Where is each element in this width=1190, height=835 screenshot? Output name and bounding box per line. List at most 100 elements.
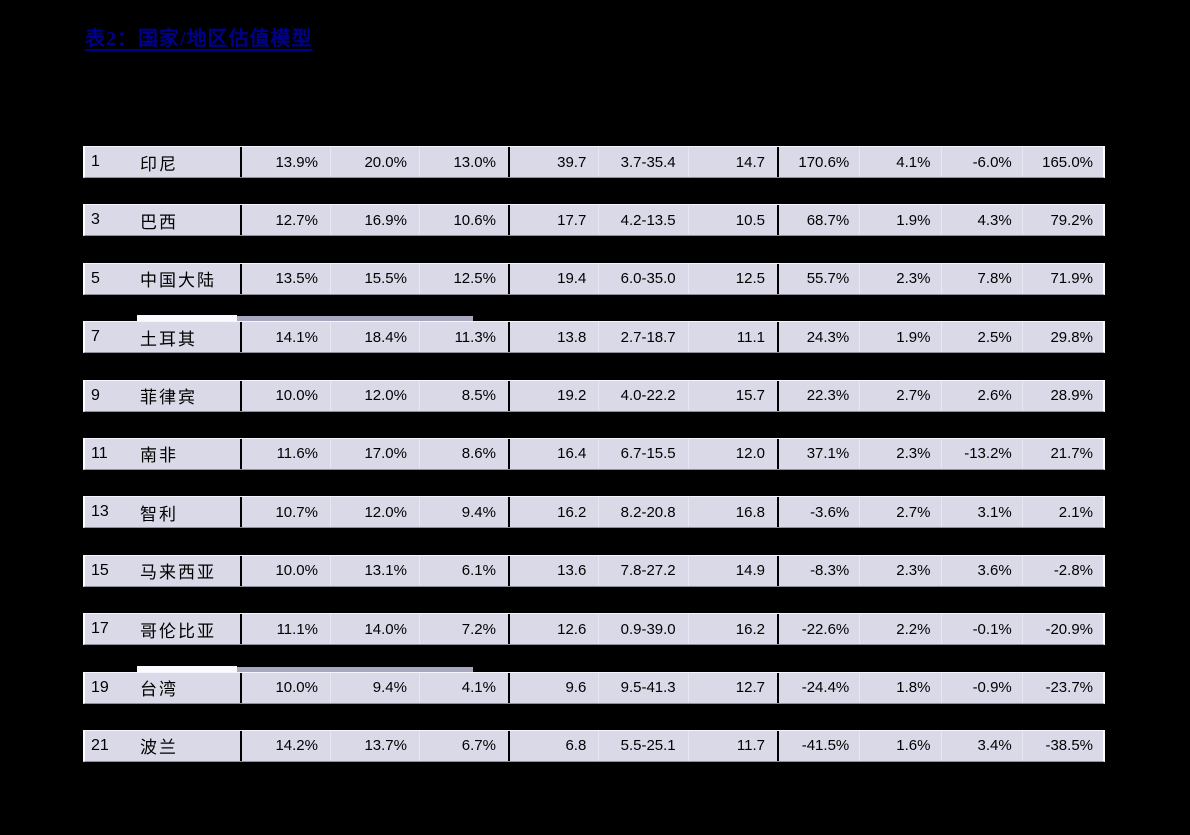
pct-cell: 1.9% bbox=[859, 205, 940, 236]
column-divider bbox=[508, 497, 510, 528]
pe-group: 13.8 2.7-18.7 11.1 bbox=[510, 322, 777, 353]
pct-cell: -3.6% bbox=[810, 503, 850, 521]
growth-pct-group: 14.1% 18.4% 11.3% bbox=[242, 322, 508, 353]
country-name: 土耳其 bbox=[140, 329, 197, 349]
row-number: 21 bbox=[91, 736, 109, 754]
table-row: 3 巴西 12.7% 16.9% 10.6% 17.7 4.2-13.5 10.5 68.7% 1… bbox=[83, 204, 1105, 237]
pe-cell: 6.7-15.5 bbox=[598, 438, 687, 469]
column-divider bbox=[240, 147, 242, 177]
column-divider bbox=[240, 555, 242, 586]
pe-cell: 12.5 bbox=[687, 263, 777, 294]
pct-cell: 71.9% bbox=[1021, 263, 1103, 294]
pct-cell: 2.5% bbox=[940, 322, 1022, 353]
pct-cell: 1.9% bbox=[859, 322, 940, 353]
pe-cell: 0.9-39.0 bbox=[598, 614, 687, 645]
column-divider bbox=[777, 614, 779, 645]
table-row: 21 波兰 14.2% 13.7% 6.7% 6.8 5.5-25.1 11.7 -41.5% 1… bbox=[83, 729, 1105, 762]
country-name: 哥伦比亚 bbox=[140, 621, 216, 641]
pct-cell: -0.1% bbox=[940, 614, 1022, 645]
return-pct-group: -41.5% 1.6% 3.4% -38.5% bbox=[779, 730, 1103, 761]
column-divider bbox=[508, 730, 510, 761]
column-divider bbox=[777, 497, 779, 528]
row-id-group: 7 土耳其 bbox=[85, 322, 240, 352]
pct-cell: 2.6% bbox=[940, 380, 1022, 411]
pct-cell: 2.3% bbox=[859, 555, 940, 586]
column-divider bbox=[777, 438, 779, 469]
pct-cell: 12.0% bbox=[330, 497, 419, 528]
pe-cell: 17.7 bbox=[557, 211, 587, 229]
pct-cell: 6.1% bbox=[419, 555, 508, 586]
return-pct-group: 22.3% 2.7% 2.6% 28.9% bbox=[779, 380, 1103, 411]
pct-cell: 9.4% bbox=[330, 672, 419, 703]
country-name: 波兰 bbox=[140, 738, 178, 758]
row-id-group: 11 南非 bbox=[85, 439, 240, 469]
pct-cell: 3.6% bbox=[940, 555, 1022, 586]
country-name: 马来西亚 bbox=[140, 563, 216, 583]
growth-pct-group: 11.6% 17.0% 8.6% bbox=[242, 438, 508, 469]
pct-cell: 4.1% bbox=[859, 147, 940, 177]
column-divider bbox=[777, 147, 779, 177]
column-divider bbox=[508, 205, 510, 236]
row-number: 11 bbox=[91, 444, 108, 462]
row-id-group: 17 哥伦比亚 bbox=[85, 614, 240, 644]
pe-cell: 10.5 bbox=[687, 205, 777, 236]
pe-group: 19.2 4.0-22.2 15.7 bbox=[510, 380, 777, 411]
pct-cell: 7.2% bbox=[419, 614, 508, 645]
column-divider bbox=[240, 263, 242, 294]
column-divider bbox=[240, 380, 242, 411]
pct-cell: 2.3% bbox=[859, 438, 940, 469]
column-divider bbox=[777, 380, 779, 411]
pct-cell: 1.6% bbox=[859, 730, 940, 761]
pct-cell: 12.7% bbox=[275, 211, 318, 229]
pct-cell: 14.2% bbox=[275, 737, 318, 755]
row-number: 17 bbox=[91, 620, 109, 638]
pe-group: 39.7 3.7-35.4 14.7 bbox=[510, 147, 777, 177]
row-id-group: 1 印尼 bbox=[85, 147, 240, 177]
pct-cell: 13.5% bbox=[275, 270, 318, 288]
pct-cell: 14.1% bbox=[275, 328, 318, 346]
pct-cell: 2.2% bbox=[859, 614, 940, 645]
pct-cell: -41.5% bbox=[801, 737, 850, 755]
pe-group: 13.6 7.8-27.2 14.9 bbox=[510, 555, 777, 586]
row-number: 7 bbox=[91, 328, 100, 346]
column-divider bbox=[777, 322, 779, 353]
pe-cell: 16.4 bbox=[557, 445, 587, 463]
table-row: 13 智利 10.7% 12.0% 9.4% 16.2 8.2-20.8 16.8 -3.6% 2… bbox=[83, 496, 1105, 529]
pct-cell: 11.1% bbox=[276, 620, 318, 638]
column-divider bbox=[240, 205, 242, 236]
pct-cell: 4.3% bbox=[940, 205, 1022, 236]
table-row: 15 马来西亚 10.0% 13.1% 6.1% 13.6 7.8-27.2 14.9 -8.3… bbox=[83, 554, 1105, 587]
return-pct-group: -8.3% 2.3% 3.6% -2.8% bbox=[779, 555, 1103, 586]
pe-group: 16.2 8.2-20.8 16.8 bbox=[510, 497, 777, 528]
table-row: 17 哥伦比亚 11.1% 14.0% 7.2% 12.6 0.9-39.0 16.2 -22.… bbox=[83, 613, 1105, 646]
row-number: 19 bbox=[91, 678, 109, 696]
pct-cell: 4.1% bbox=[419, 672, 508, 703]
pct-cell: 10.6% bbox=[419, 205, 508, 236]
column-divider bbox=[240, 730, 242, 761]
row-number: 1 bbox=[91, 153, 100, 170]
row-number: 9 bbox=[91, 386, 100, 404]
country-name: 台湾 bbox=[140, 680, 178, 700]
column-divider bbox=[508, 322, 510, 353]
return-pct-group: -22.6% 2.2% -0.1% -20.9% bbox=[779, 614, 1103, 645]
pe-group: 16.4 6.7-15.5 12.0 bbox=[510, 438, 777, 469]
country-name: 智利 bbox=[140, 504, 178, 524]
pct-cell: -22.6% bbox=[801, 620, 850, 638]
row-number: 5 bbox=[91, 269, 100, 287]
growth-pct-group: 13.5% 15.5% 12.5% bbox=[242, 263, 508, 294]
column-divider bbox=[508, 555, 510, 586]
pct-cell: 11.6% bbox=[276, 445, 318, 463]
column-divider bbox=[508, 263, 510, 294]
row-number: 3 bbox=[91, 211, 100, 229]
pct-cell: 10.0% bbox=[275, 679, 318, 697]
pct-cell: 10.7% bbox=[275, 503, 318, 521]
row-id-group: 19 台湾 bbox=[85, 673, 240, 703]
pe-cell: 11.7 bbox=[687, 730, 777, 761]
pe-group: 17.7 4.2-13.5 10.5 bbox=[510, 205, 777, 236]
pct-cell: 18.4% bbox=[330, 322, 419, 353]
pe-cell: 6.0-35.0 bbox=[598, 263, 687, 294]
pct-cell: 9.4% bbox=[419, 497, 508, 528]
row-id-group: 21 波兰 bbox=[85, 731, 240, 761]
pe-cell: 14.7 bbox=[687, 147, 777, 177]
pe-cell: 4.2-13.5 bbox=[598, 205, 687, 236]
